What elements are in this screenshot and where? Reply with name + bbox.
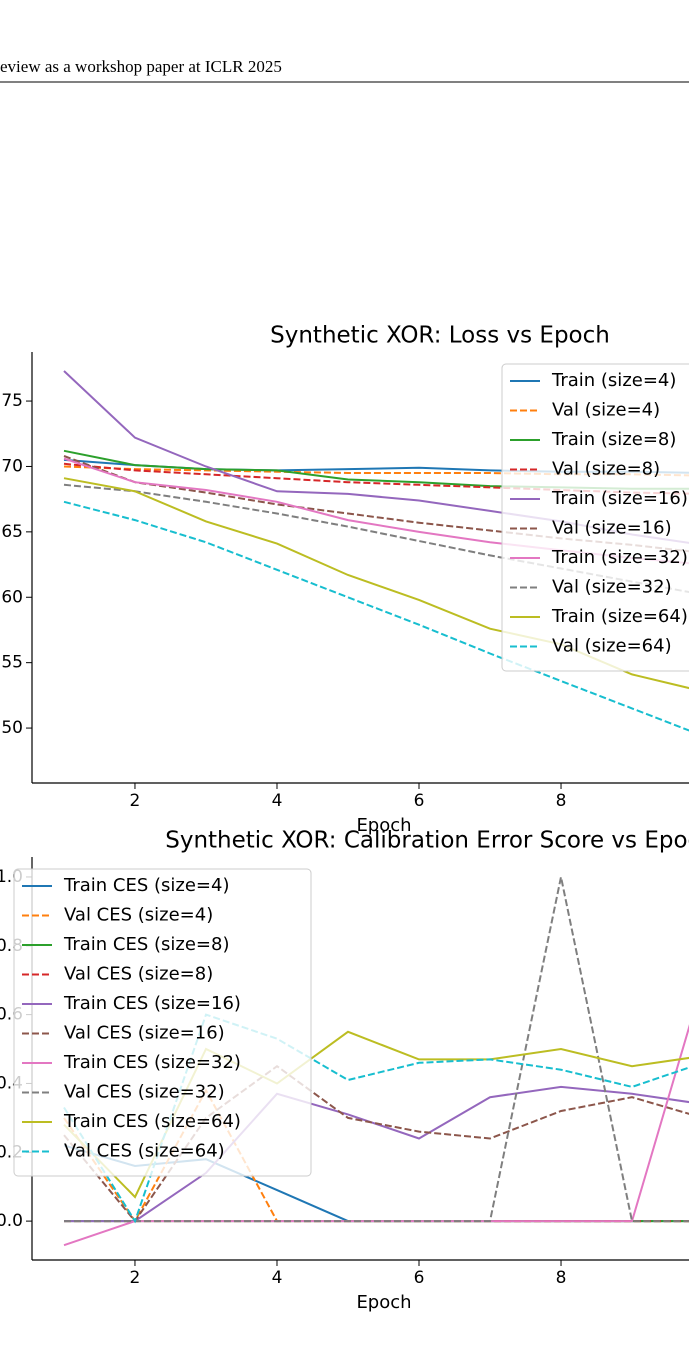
x-tick-label: 6 — [414, 1268, 425, 1288]
x-axis-label: Epoch — [356, 815, 411, 836]
x-tick-label: 2 — [130, 791, 141, 811]
legend-label: Val (size=16) — [552, 518, 672, 539]
legend-label: Train CES (size=32) — [63, 1052, 241, 1073]
running-header: eview as a workshop paper at ICLR 2025 — [0, 57, 282, 76]
x-tick-label: 8 — [556, 1268, 567, 1288]
y-tick-label: 0.60 — [0, 587, 23, 607]
legend-label: Val CES (size=16) — [64, 1023, 225, 1044]
legend-box — [13, 868, 312, 1177]
legend-label: Train (size=8) — [551, 429, 676, 450]
legend-label: Val (size=32) — [552, 577, 672, 598]
chart: Synthetic XOR: Loss vs Epoch 0.50 0.55 0.60… — [0, 323, 689, 836]
chart-title: Synthetic XOR: Loss vs Epoch — [270, 323, 610, 349]
y-tick-label: 0.65 — [0, 522, 23, 542]
x-tick-label: 8 — [556, 791, 567, 811]
y-tick-label: 0.0 — [0, 1211, 23, 1231]
legend-label: Val (size=64) — [552, 636, 672, 657]
x-tick-label: 4 — [272, 791, 283, 811]
legend-label: Val (size=4) — [552, 400, 660, 421]
legend-label: Val CES (size=4) — [64, 905, 213, 926]
y-tick-label: 0.50 — [0, 718, 23, 738]
legend-label: Val (size=8) — [552, 459, 660, 480]
legend-label: Train (size=16) — [551, 488, 688, 509]
y-tick-label: 0.75 — [0, 391, 23, 411]
x-tick-label: 4 — [272, 1268, 283, 1288]
legend-label: Train CES (size=64) — [63, 1111, 241, 1132]
legend-label: Val CES (size=64) — [64, 1141, 225, 1162]
legend-label: Val CES (size=32) — [64, 1082, 225, 1103]
legend-label: Train CES (size=16) — [63, 993, 241, 1014]
legend-label: Train (size=64) — [551, 606, 688, 627]
legend-label: Train CES (size=8) — [63, 934, 229, 955]
x-axis-label: Epoch — [356, 1292, 411, 1313]
series-line — [64, 876, 689, 1223]
chart-title: Synthetic XOR: Calibration Error Score v… — [165, 828, 689, 854]
series-line — [64, 1085, 689, 1223]
y-tick-label: 0.70 — [0, 456, 23, 476]
legend-label: Train CES (size=4) — [63, 875, 229, 896]
y-tick-label: 0.55 — [0, 653, 23, 673]
x-tick-label: 6 — [414, 791, 425, 811]
series-line — [63, 500, 689, 732]
chart: Synthetic XOR: Calibration Error Score v… — [0, 828, 689, 1313]
x-tick-label: 2 — [130, 1268, 141, 1288]
legend-box — [501, 363, 689, 672]
legend-label: Train (size=32) — [551, 547, 688, 568]
legend-label: Val CES (size=8) — [64, 964, 213, 985]
legend-label: Train (size=4) — [551, 370, 676, 391]
